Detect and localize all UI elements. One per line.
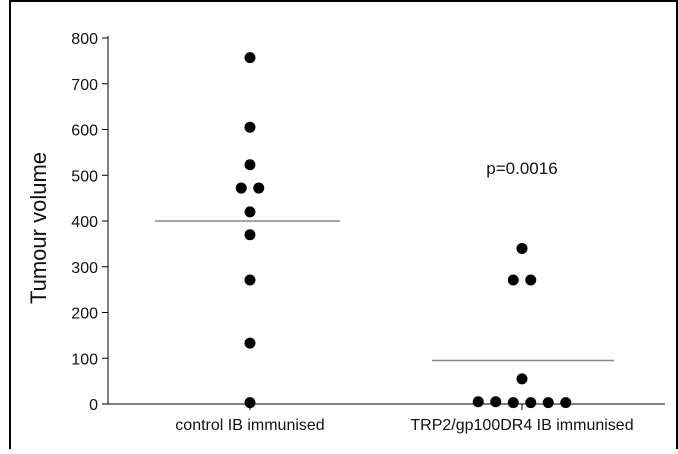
data-point bbox=[244, 274, 256, 286]
data-point bbox=[507, 274, 519, 286]
annotations: p=0.0016 bbox=[486, 159, 557, 178]
x-axis: control IB immunised TRP2/gp100DR4 IB imm… bbox=[108, 403, 665, 434]
x-category-label: control IB immunised bbox=[175, 417, 324, 434]
data-point bbox=[235, 182, 247, 194]
data-point bbox=[244, 121, 256, 133]
data-point bbox=[244, 229, 256, 241]
data-point bbox=[560, 397, 572, 409]
y-tick-label: 400 bbox=[71, 214, 98, 231]
y-tick-label: 300 bbox=[71, 260, 98, 277]
y-tick-label: 100 bbox=[71, 351, 98, 368]
data-point bbox=[516, 242, 528, 254]
data-point bbox=[244, 52, 256, 64]
data-point bbox=[525, 274, 537, 286]
y-tick-label: 600 bbox=[71, 123, 98, 140]
data-point bbox=[244, 159, 256, 171]
y-tick-label: 700 bbox=[71, 77, 98, 94]
data-point bbox=[472, 396, 484, 408]
data-point bbox=[542, 397, 554, 409]
data-point bbox=[244, 206, 256, 218]
data-point bbox=[253, 182, 265, 194]
y-tick-label: 500 bbox=[71, 168, 98, 185]
p-value-annotation: p=0.0016 bbox=[486, 159, 557, 178]
y-axis-label: Tumour volume bbox=[26, 152, 51, 304]
x-category-label: TRP2/gp100DR4 IB immunised bbox=[410, 417, 633, 434]
y-tick-label: 800 bbox=[71, 31, 98, 48]
data-point bbox=[507, 397, 519, 409]
y-tick-label: 0 bbox=[89, 397, 98, 414]
y-tick-label: 200 bbox=[71, 306, 98, 323]
data-point bbox=[525, 397, 537, 409]
data-point bbox=[244, 337, 256, 349]
data-points bbox=[235, 52, 572, 409]
data-point bbox=[244, 397, 256, 409]
mean-lines bbox=[155, 220, 614, 362]
data-point bbox=[516, 373, 528, 385]
data-point bbox=[490, 396, 502, 408]
y-axis: 0 100 200 300 400 500 600 700 800 bbox=[71, 31, 109, 414]
